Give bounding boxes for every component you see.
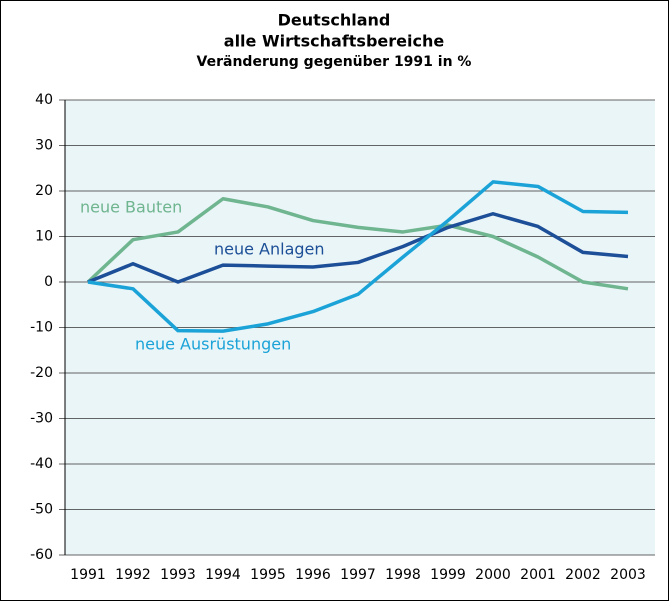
series-label: neue Bauten (80, 198, 182, 217)
chart-title: Deutschland (278, 11, 391, 30)
y-tick-label: -60 (30, 547, 53, 563)
chart-subtitle: Veränderung gegenüber 1991 in % (197, 54, 472, 70)
series-line (87, 180, 629, 333)
y-tick-label: -30 (30, 411, 53, 427)
y-tick-label: -10 (30, 320, 53, 336)
x-tick-label: 1991 (70, 567, 106, 583)
x-tick-label: 2000 (475, 567, 511, 583)
chart-subtitle: alle Wirtschaftsbereiche (224, 32, 445, 51)
x-tick-label: 1993 (160, 567, 196, 583)
x-tick-label: 2002 (565, 567, 601, 583)
y-tick-label: -40 (30, 456, 53, 472)
x-tick-label: 2003 (610, 567, 646, 583)
x-tick-label: 1996 (295, 567, 331, 583)
y-tick-label: -50 (30, 502, 53, 518)
x-tick-label: 2001 (520, 567, 556, 583)
y-tick-label: 30 (35, 138, 53, 154)
series-label: neue Anlagen (214, 240, 325, 259)
x-tick-label: 1995 (250, 567, 286, 583)
x-tick-label: 1992 (115, 567, 151, 583)
y-tick-label: 0 (44, 274, 53, 290)
x-tick-label: 1998 (385, 567, 421, 583)
x-tick-label: 1999 (430, 567, 466, 583)
series-line (86, 196, 629, 291)
series-line (87, 212, 629, 284)
y-tick-label: 10 (35, 229, 53, 245)
y-tick-label: 40 (35, 92, 53, 108)
x-tick-label: 1997 (340, 567, 376, 583)
x-tick-label: 1994 (205, 567, 241, 583)
y-tick-label: 20 (35, 183, 53, 199)
series-label: neue Ausrüstungen (135, 335, 291, 354)
y-tick-label: -20 (30, 365, 53, 381)
